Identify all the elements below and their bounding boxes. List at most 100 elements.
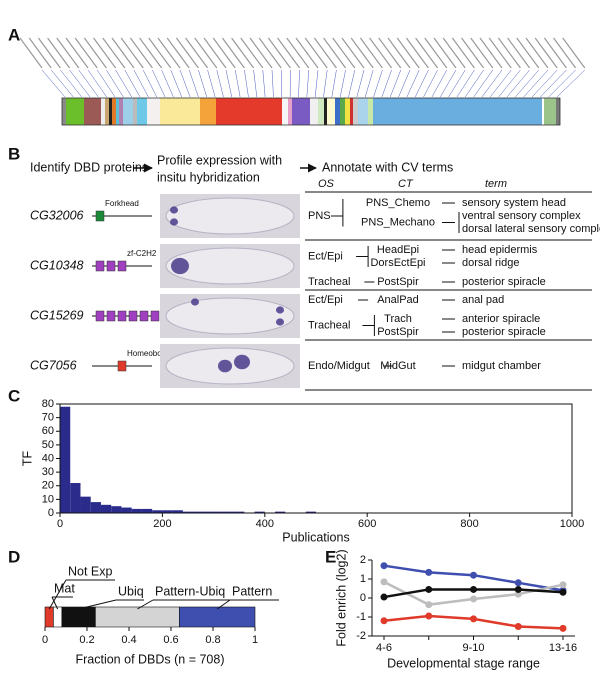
illegible-label bbox=[56, 37, 80, 69]
illegible-label bbox=[332, 37, 356, 69]
panel-label: E bbox=[325, 547, 336, 566]
segment bbox=[95, 606, 180, 628]
x-axis-label: Publications bbox=[282, 530, 349, 544]
label-leader bbox=[216, 69, 224, 98]
term: midgut chamber bbox=[462, 360, 541, 372]
illegible-label bbox=[461, 37, 485, 69]
illegible-label bbox=[470, 37, 494, 69]
bar bbox=[203, 511, 214, 513]
segment bbox=[288, 98, 292, 125]
illegible-label bbox=[359, 37, 383, 69]
illegible-label bbox=[405, 37, 429, 69]
segment bbox=[116, 98, 119, 125]
label-leader bbox=[115, 69, 132, 98]
segment bbox=[368, 98, 373, 125]
column-header: term bbox=[485, 178, 507, 190]
label-leader bbox=[339, 69, 346, 98]
term: posterior spiracle bbox=[462, 326, 546, 338]
point bbox=[380, 593, 388, 601]
illegible-label bbox=[221, 37, 245, 69]
segment bbox=[318, 98, 324, 125]
y-tick-label: 70 bbox=[42, 412, 54, 424]
y-tick-label: 0 bbox=[48, 507, 54, 519]
term: head epidermis bbox=[462, 244, 538, 256]
label-leader bbox=[51, 69, 74, 98]
illegible-label bbox=[553, 37, 577, 69]
illegible-label bbox=[350, 37, 374, 69]
illegible-label bbox=[111, 37, 135, 69]
y-tick-label: -1 bbox=[356, 611, 366, 623]
label-leader bbox=[271, 69, 274, 98]
panel-label: B bbox=[8, 144, 20, 163]
illegible-label bbox=[148, 37, 172, 69]
segment bbox=[137, 98, 147, 125]
illegible-label bbox=[304, 37, 328, 69]
illegible-label bbox=[396, 37, 420, 69]
illegible-label bbox=[442, 37, 466, 69]
label-leader bbox=[41, 69, 66, 98]
segment bbox=[105, 98, 109, 125]
label-leader bbox=[548, 69, 576, 98]
bar bbox=[172, 510, 183, 513]
label-leader bbox=[207, 69, 216, 98]
illegible-label bbox=[28, 37, 52, 69]
point bbox=[559, 581, 567, 589]
point bbox=[470, 571, 477, 579]
point bbox=[470, 585, 477, 593]
label-leader bbox=[540, 69, 567, 98]
x-tick-label: 0.4 bbox=[121, 634, 136, 646]
illegible-label bbox=[488, 37, 512, 69]
ct-label: PNS_Chemo bbox=[366, 197, 430, 209]
segment bbox=[66, 98, 84, 125]
y-tick-label: 2 bbox=[360, 554, 366, 566]
label-leader bbox=[314, 69, 319, 98]
label-leader bbox=[456, 69, 475, 98]
label-leader bbox=[298, 69, 300, 98]
point bbox=[425, 612, 433, 620]
label-leader bbox=[423, 69, 438, 98]
illegible-label bbox=[562, 37, 586, 69]
term: ventral sensory complex bbox=[462, 210, 581, 222]
label-leader bbox=[373, 69, 383, 98]
segment bbox=[335, 98, 340, 125]
segment bbox=[353, 98, 358, 125]
label-leader bbox=[280, 69, 283, 98]
label-leader bbox=[406, 69, 420, 98]
step-label: Identify DBD proteins bbox=[30, 160, 148, 174]
bar bbox=[100, 504, 112, 513]
ct-label: Trach bbox=[384, 313, 412, 325]
illegible-label bbox=[166, 37, 190, 69]
embryo bbox=[165, 297, 295, 335]
domain-box bbox=[139, 310, 149, 322]
segment bbox=[345, 98, 350, 125]
stain bbox=[170, 218, 178, 226]
y-tick-label: 50 bbox=[42, 439, 54, 451]
label-leader bbox=[106, 69, 124, 98]
x-tick-label: 1000 bbox=[560, 518, 584, 530]
domain-label: zf-C2H2 bbox=[127, 249, 157, 258]
point bbox=[514, 623, 522, 630]
ct-label: PNS_Mechano bbox=[361, 216, 435, 228]
point bbox=[425, 601, 433, 609]
illegible-label bbox=[479, 37, 503, 69]
segment bbox=[44, 606, 54, 628]
leader bbox=[216, 599, 231, 610]
domain-box bbox=[117, 260, 127, 272]
segment bbox=[147, 98, 160, 125]
stain bbox=[218, 359, 232, 373]
leader bbox=[48, 579, 67, 610]
bar bbox=[121, 507, 132, 513]
illegible-label bbox=[313, 37, 337, 69]
label-leader bbox=[323, 69, 328, 98]
label-leader bbox=[440, 69, 457, 98]
domain-box bbox=[95, 260, 105, 272]
term: anal pad bbox=[462, 294, 504, 306]
domain-box bbox=[117, 360, 127, 372]
stain bbox=[234, 354, 250, 370]
category-label: Not Exp bbox=[68, 564, 113, 578]
os-label: Tracheal bbox=[308, 319, 350, 331]
segment bbox=[282, 98, 288, 125]
point bbox=[470, 615, 477, 623]
point bbox=[514, 579, 522, 587]
x-tick-label: 800 bbox=[460, 518, 478, 530]
